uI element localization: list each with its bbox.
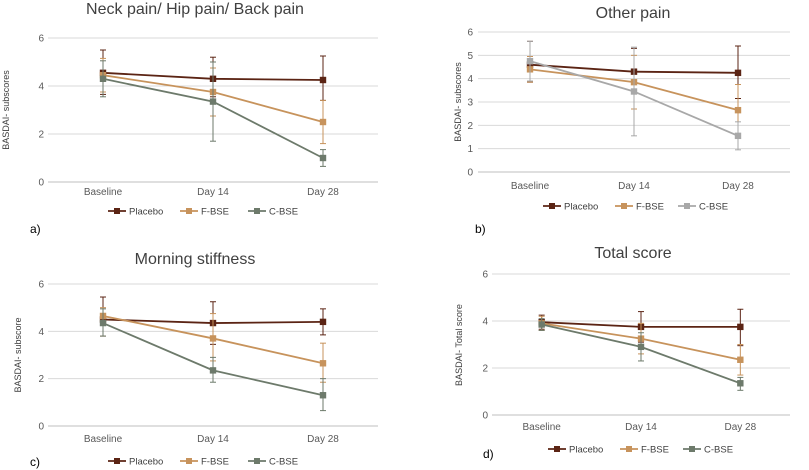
data-point-c-bse — [99, 319, 107, 327]
legend-marker-f-bse — [621, 203, 627, 209]
panel-label: c) — [30, 455, 40, 469]
chart-panel-2: 0 1 2 3 4 5 6 Baseline Day 14 Day 28 Other pain BAS… — [453, 5, 790, 236]
chart-title: Morning stiffness — [135, 251, 256, 268]
y-tick-label: 1 — [467, 144, 473, 155]
legend-marker-f-bse — [186, 458, 192, 464]
y-tick-label: 5 — [467, 51, 473, 62]
data-point-f-bse — [319, 118, 327, 126]
legend-label-placebo: Placebo — [569, 445, 603, 456]
data-point-placebo — [319, 76, 327, 84]
legend-label-c-bse: C-BSE — [269, 207, 298, 218]
x-tick-label: Baseline — [84, 434, 123, 445]
data-point-f-bse — [734, 106, 742, 114]
y-axis-label: BASDAI- subscores — [453, 62, 463, 142]
legend-marker-placebo — [114, 208, 120, 214]
data-point-c-bse — [526, 57, 534, 65]
y-tick-label: 6 — [38, 34, 44, 45]
data-point-c-bse — [630, 88, 638, 95]
legend-label-placebo: Placebo — [129, 457, 163, 468]
y-axis-label: BASDAI- subscores — [1, 70, 11, 150]
data-point-placebo — [734, 69, 742, 77]
data-point-c-bse — [209, 98, 217, 105]
x-tick-label: Day 28 — [307, 187, 339, 198]
chart-title: Other pain — [596, 5, 671, 22]
legend-marker-f-bse — [626, 446, 632, 452]
legend-marker-c-bse — [254, 458, 260, 464]
y-tick-label: 6 — [38, 280, 44, 291]
data-point-c-bse — [319, 392, 327, 399]
y-tick-label: 3 — [467, 98, 473, 109]
legend-label-c-bse: C-BSE — [704, 445, 733, 456]
x-tick-label: Baseline — [84, 187, 123, 198]
chart-title: Total score — [594, 245, 671, 262]
data-point-c-bse — [319, 154, 327, 162]
x-tick-label: Baseline — [522, 422, 561, 433]
legend-marker-placebo — [114, 458, 120, 464]
legend-marker-f-bse — [186, 208, 192, 214]
data-point-placebo — [319, 318, 327, 326]
y-tick-label: 4 — [482, 317, 488, 328]
data-point-f-bse — [737, 356, 744, 363]
legend-label-c-bse: C-BSE — [269, 457, 298, 468]
x-tick-label: Day 14 — [625, 422, 657, 433]
data-point-f-bse — [209, 335, 217, 342]
chart-title: Neck pain/ Hip pain/ Back pain — [86, 1, 304, 18]
y-tick-label: 4 — [38, 327, 44, 338]
x-tick-label: Day 28 — [722, 181, 754, 192]
y-tick-label: 2 — [467, 121, 473, 132]
y-axis-label: BASDAI- subscore — [13, 317, 23, 392]
y-tick-label: 6 — [482, 270, 488, 281]
data-point-c-bse — [734, 132, 742, 140]
legend-label-f-bse: F-BSE — [201, 207, 229, 218]
chart-panel-3: 0 2 4 6 Baseline Day 14 Day 28 Morning stiffnes… — [13, 251, 378, 469]
legend-marker-placebo — [554, 446, 560, 452]
x-tick-label: Baseline — [511, 181, 550, 192]
panel-label: d) — [483, 447, 494, 461]
x-tick-label: Day 28 — [724, 422, 756, 433]
data-point-c-bse — [737, 380, 744, 387]
legend-label-placebo: Placebo — [564, 202, 598, 213]
y-tick-label: 0 — [482, 411, 488, 422]
legend-marker-c-bse — [254, 208, 260, 214]
y-axis-label: BASDAI- Total score — [454, 304, 464, 386]
data-point-c-bse — [209, 367, 217, 374]
legend-label-f-bse: F-BSE — [201, 457, 229, 468]
x-tick-label: Day 14 — [618, 181, 650, 192]
legend-marker-c-bse — [684, 203, 690, 209]
data-point-f-bse — [319, 360, 327, 367]
x-tick-label: Day 28 — [307, 434, 339, 445]
data-point-c-bse — [637, 343, 645, 351]
x-tick-label: Day 14 — [197, 187, 229, 198]
y-tick-label: 2 — [482, 364, 488, 375]
chart-panel-4: 0 2 4 6 Baseline Day 14 Day 28 Total score BASDA… — [454, 245, 790, 461]
legend-label-f-bse: F-BSE — [641, 445, 669, 456]
legend-marker-c-bse — [689, 446, 695, 452]
legend-label-c-bse: C-BSE — [699, 202, 728, 213]
legend-label-f-bse: F-BSE — [636, 202, 664, 213]
y-tick-label: 6 — [467, 28, 473, 39]
data-point-placebo — [737, 323, 744, 331]
y-tick-label: 2 — [38, 130, 44, 141]
data-point-c-bse — [538, 321, 545, 328]
panel-label: a) — [30, 222, 41, 236]
y-tick-label: 0 — [38, 422, 44, 433]
legend-marker-placebo — [549, 203, 555, 209]
y-tick-label: 4 — [467, 74, 473, 85]
y-tick-label: 0 — [38, 178, 44, 189]
y-tick-label: 0 — [467, 168, 473, 179]
data-point-c-bse — [99, 75, 107, 82]
x-tick-label: Day 14 — [197, 434, 229, 445]
legend-label-placebo: Placebo — [129, 207, 163, 218]
y-tick-label: 4 — [38, 82, 44, 93]
panel-label: b) — [475, 222, 486, 236]
y-tick-label: 2 — [38, 374, 44, 385]
chart-panel-1: 0 2 4 6 Baseline Day 14 Day 28 Neck pain/ Hip p… — [1, 1, 378, 236]
